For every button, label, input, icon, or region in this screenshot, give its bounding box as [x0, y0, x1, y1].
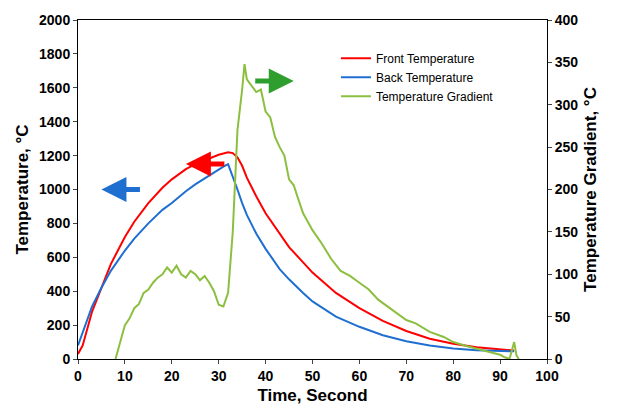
svg-text:Time, Second: Time, Second	[257, 386, 367, 405]
svg-text:Temperature, °C: Temperature, °C	[13, 124, 32, 254]
svg-text:Temperature Gradient, °C: Temperature Gradient, °C	[581, 87, 600, 292]
svg-text:200: 200	[555, 181, 579, 197]
svg-text:400: 400	[47, 283, 71, 299]
svg-text:400: 400	[555, 12, 579, 28]
svg-text:300: 300	[555, 97, 579, 113]
svg-text:800: 800	[47, 215, 71, 231]
svg-text:250: 250	[555, 139, 579, 155]
svg-text:1200: 1200	[39, 148, 70, 164]
svg-text:0: 0	[74, 368, 82, 384]
svg-text:600: 600	[47, 249, 71, 265]
svg-text:Back Temperature: Back Temperature	[376, 71, 473, 85]
svg-text:Front Temperature: Front Temperature	[376, 52, 475, 66]
svg-text:70: 70	[399, 368, 415, 384]
svg-text:10: 10	[117, 368, 133, 384]
svg-text:1400: 1400	[39, 114, 70, 130]
svg-text:100: 100	[535, 368, 559, 384]
svg-text:100: 100	[555, 266, 579, 282]
svg-text:Temperature Gradient: Temperature Gradient	[376, 90, 493, 104]
svg-text:40: 40	[258, 368, 274, 384]
svg-text:350: 350	[555, 54, 579, 70]
svg-text:1600: 1600	[39, 80, 70, 96]
svg-text:50: 50	[555, 309, 571, 325]
svg-text:200: 200	[47, 317, 71, 333]
svg-text:60: 60	[352, 368, 368, 384]
svg-text:20: 20	[164, 368, 180, 384]
svg-text:80: 80	[445, 368, 461, 384]
svg-text:2000: 2000	[39, 12, 70, 28]
svg-text:30: 30	[211, 368, 227, 384]
svg-text:1800: 1800	[39, 46, 70, 62]
svg-text:0: 0	[62, 351, 70, 367]
svg-text:90: 90	[492, 368, 508, 384]
svg-text:50: 50	[305, 368, 321, 384]
svg-text:1000: 1000	[39, 181, 70, 197]
svg-text:150: 150	[555, 224, 579, 240]
svg-text:0: 0	[555, 351, 563, 367]
